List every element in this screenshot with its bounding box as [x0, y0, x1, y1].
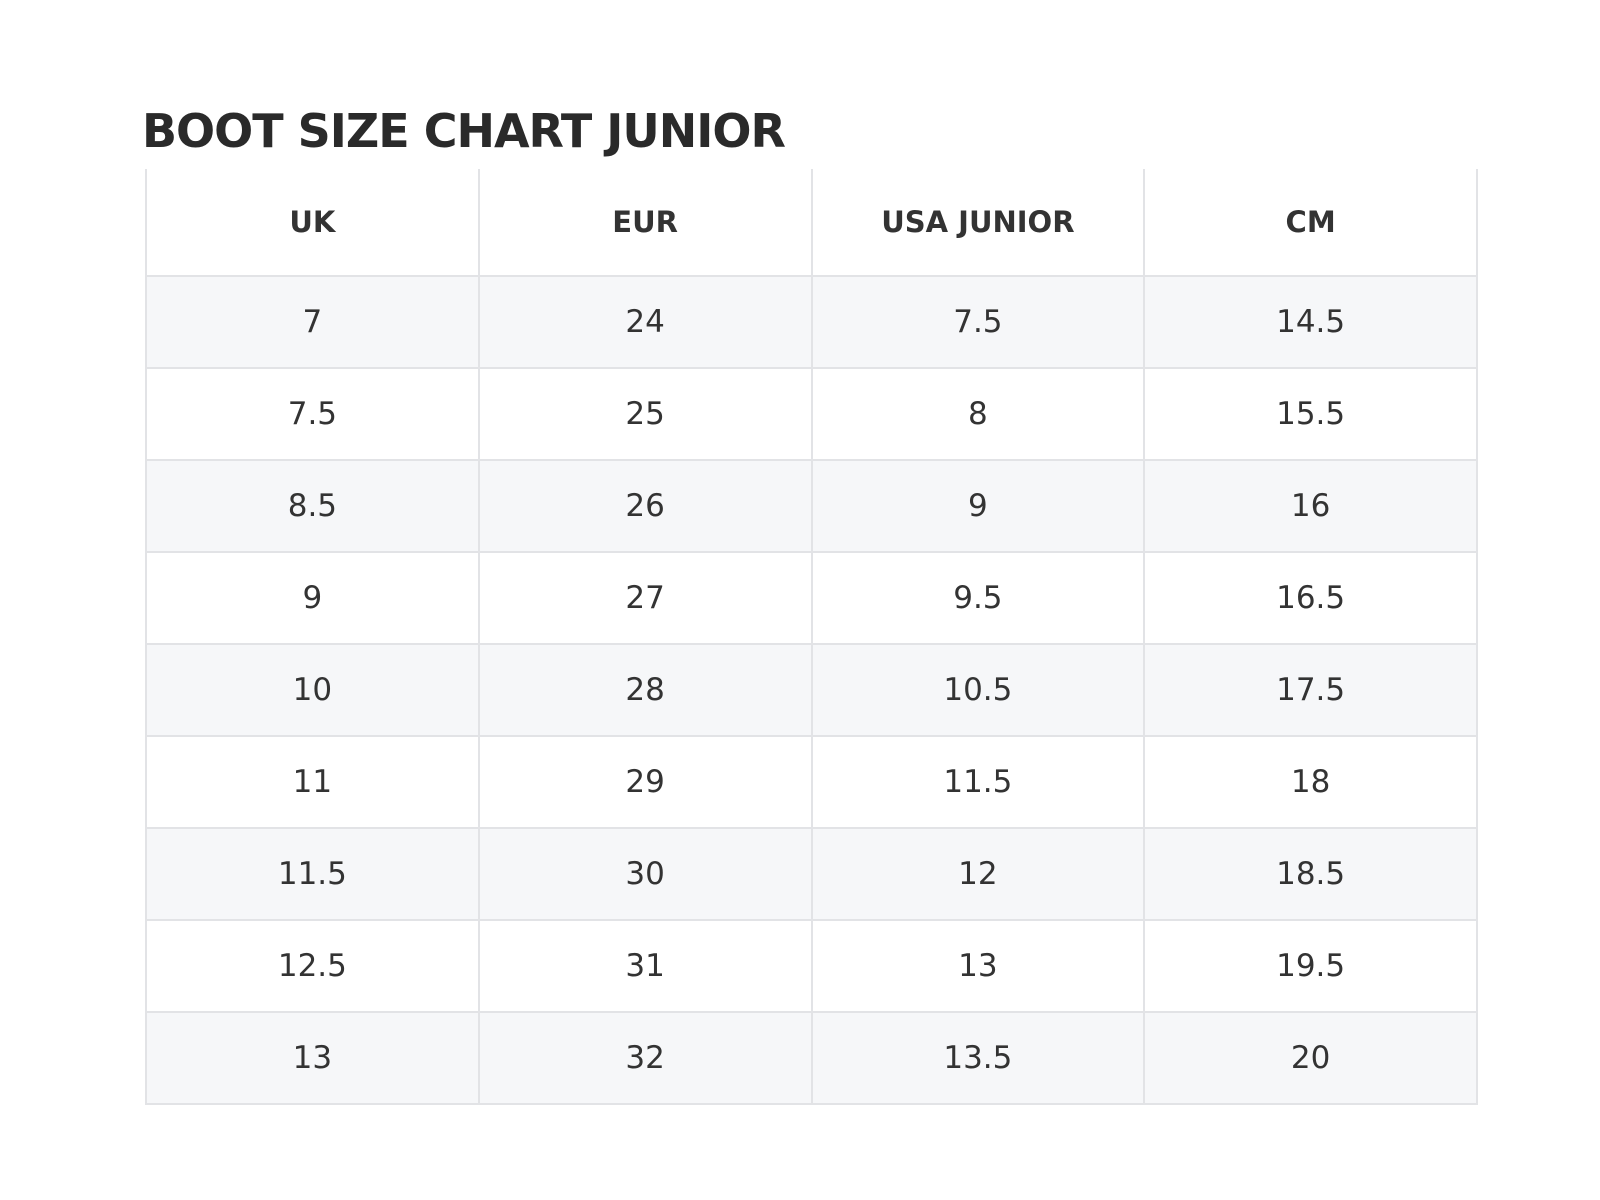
- table-row: 12.5 31 13 19.5: [145, 920, 1478, 1013]
- table-cell: 30: [477, 828, 813, 921]
- table-cell: 25: [477, 368, 813, 461]
- table-cell: 31: [477, 920, 813, 1013]
- table-cell: 8.5: [145, 460, 480, 553]
- table-row: 11.5 30 12 18.5: [145, 828, 1478, 921]
- table-cell: 15.5: [1143, 368, 1478, 461]
- column-header: UK: [145, 169, 480, 277]
- table-body: 7 24 7.5 14.5 7.5 25 8 15.5 8.5 26 9 16 9 27 9.5 16.5 10…: [145, 276, 1478, 1105]
- table-row: 8.5 26 9 16: [145, 460, 1478, 553]
- table-row: 10 28 10.5 17.5: [145, 644, 1478, 737]
- table-cell: 16: [1143, 460, 1478, 553]
- column-header: USA JUNIOR: [810, 169, 1146, 277]
- table-cell: 11.5: [145, 828, 480, 921]
- table-row: 7 24 7.5 14.5: [145, 276, 1478, 369]
- table-cell: 27: [477, 552, 813, 645]
- table-cell: 13: [145, 1012, 480, 1105]
- header-row: UK EUR USA JUNIOR CM: [145, 169, 1478, 277]
- table-cell: 26: [477, 460, 813, 553]
- table-cell: 18.5: [1143, 828, 1478, 921]
- table-cell: 11: [145, 736, 480, 829]
- table-cell: 10: [145, 644, 480, 737]
- size-table: UK EUR USA JUNIOR CM 7 24 7.5 14.5 7.5 25 8 15.5 8.…: [145, 169, 1478, 1105]
- table-row: 13 32 13.5 20: [145, 1012, 1478, 1105]
- table-cell: 9: [145, 552, 480, 645]
- column-header: EUR: [477, 169, 813, 277]
- table-cell: 29: [477, 736, 813, 829]
- table-cell: 11.5: [810, 736, 1146, 829]
- table-cell: 7: [145, 276, 480, 369]
- page-title: BOOT SIZE CHART JUNIOR: [142, 104, 786, 158]
- table-cell: 12: [810, 828, 1146, 921]
- column-header: CM: [1143, 169, 1478, 277]
- table-cell: 19.5: [1143, 920, 1478, 1013]
- table-cell: 12.5: [145, 920, 480, 1013]
- table-cell: 16.5: [1143, 552, 1478, 645]
- table-cell: 13.5: [810, 1012, 1146, 1105]
- table-row: 9 27 9.5 16.5: [145, 552, 1478, 645]
- table-cell: 7.5: [810, 276, 1146, 369]
- table-cell: 13: [810, 920, 1146, 1013]
- table-cell: 28: [477, 644, 813, 737]
- table-row: 11 29 11.5 18: [145, 736, 1478, 829]
- table-cell: 32: [477, 1012, 813, 1105]
- table-cell: 9: [810, 460, 1146, 553]
- table-cell: 24: [477, 276, 813, 369]
- table-cell: 7.5: [145, 368, 480, 461]
- table-cell: 14.5: [1143, 276, 1478, 369]
- table-cell: 9.5: [810, 552, 1146, 645]
- table-cell: 18: [1143, 736, 1478, 829]
- table-row: 7.5 25 8 15.5: [145, 368, 1478, 461]
- table-cell: 20: [1143, 1012, 1478, 1105]
- table-cell: 17.5: [1143, 644, 1478, 737]
- table-cell: 10.5: [810, 644, 1146, 737]
- table-cell: 8: [810, 368, 1146, 461]
- table-head: UK EUR USA JUNIOR CM: [145, 169, 1478, 277]
